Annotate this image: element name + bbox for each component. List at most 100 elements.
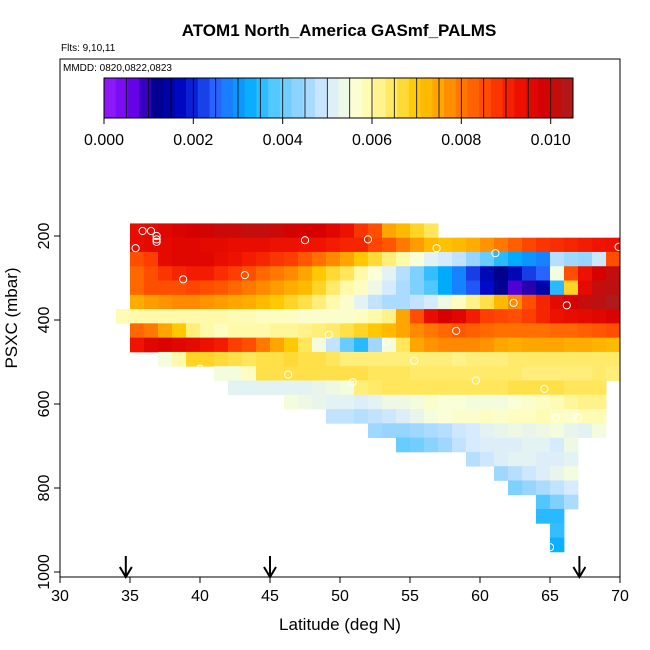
heatmap-cell — [256, 294, 271, 310]
heatmap-cell — [214, 323, 229, 339]
sample-points — [131, 226, 623, 552]
heatmap-cell — [508, 309, 523, 324]
heatmap-cell — [326, 366, 341, 381]
x-tick-label: 50 — [331, 588, 349, 605]
heatmap-cell — [200, 251, 215, 267]
heatmap-cell — [130, 323, 145, 339]
sample-point — [300, 236, 310, 245]
heatmap-cell — [298, 323, 313, 339]
heatmap-cell — [452, 337, 467, 353]
heatmap-cell — [578, 280, 593, 296]
heatmap-cell — [284, 351, 299, 367]
heatmap-cell — [410, 380, 425, 396]
heatmap-cell — [592, 366, 607, 381]
colorbar-segment — [162, 78, 175, 118]
heatmap-cell — [396, 223, 411, 239]
heatmap-cell — [550, 251, 565, 267]
heatmap-cell — [424, 351, 439, 367]
colorbar-segment — [561, 78, 574, 118]
heatmap-cells — [116, 223, 621, 553]
heatmap-cell — [522, 409, 537, 424]
heatmap-cell — [242, 337, 257, 353]
heatmap-cell — [256, 223, 271, 239]
heatmap-cell — [508, 366, 523, 381]
heatmap-cell — [494, 309, 509, 324]
heatmap-cell — [326, 280, 341, 296]
heatmap-cell — [480, 437, 495, 453]
sample-point — [509, 298, 518, 307]
heatmap-cell — [578, 337, 593, 353]
heatmap-cell — [438, 280, 453, 296]
heatmap-cell — [606, 237, 621, 253]
colorbar-tick-label: 0.002 — [173, 132, 213, 149]
colorbar-segment — [303, 78, 316, 118]
flight-markers — [118, 556, 587, 579]
heatmap-cell — [256, 280, 271, 296]
heatmap-cell — [326, 223, 341, 239]
heatmap-cell — [536, 294, 551, 310]
heatmap-cell — [410, 251, 425, 267]
heatmap-cell — [564, 437, 579, 453]
sample-point — [562, 301, 571, 310]
sample-point — [540, 384, 549, 393]
colorbar-segment — [150, 78, 164, 118]
heatmap-cell — [228, 380, 243, 396]
heatmap-cell — [410, 337, 425, 353]
heatmap-cell — [606, 337, 621, 353]
heatmap-cell — [438, 423, 453, 438]
colorbar-tick-label: 0.004 — [263, 132, 303, 149]
heatmap-cell — [438, 337, 453, 353]
heatmap-cell — [200, 223, 215, 239]
heatmap-cell — [508, 409, 523, 424]
heatmap-cell — [508, 280, 523, 296]
heatmap-cell — [354, 323, 369, 339]
heatmap-cell — [480, 423, 495, 438]
heatmap-cell — [368, 309, 383, 324]
heatmap-cell — [312, 294, 327, 310]
heatmap-cell — [368, 223, 383, 239]
heatmap-cell — [214, 351, 229, 367]
heatmap-cell — [354, 294, 369, 310]
heatmap-cell — [172, 280, 187, 296]
heatmap-cell — [578, 323, 593, 339]
colorbar-segment — [350, 78, 363, 118]
heatmap-cell — [354, 223, 369, 239]
heatmap-cell — [424, 280, 439, 296]
x-axis-label: Latitude (deg N) — [279, 615, 401, 634]
sample-point — [152, 231, 161, 241]
heatmap-cell — [284, 323, 299, 339]
colorbar-segment — [186, 78, 199, 118]
heatmap-cell — [494, 337, 509, 353]
heatmap-cell — [340, 309, 355, 324]
heatmap-cell — [494, 366, 509, 381]
heatmap-cell — [438, 323, 453, 339]
heatmap-cell — [158, 223, 173, 239]
heatmap-cell — [284, 223, 299, 239]
heatmap-cell — [256, 323, 271, 339]
heatmap-cell — [438, 409, 453, 424]
heatmap-cell — [284, 380, 299, 396]
colorbar-segment — [279, 78, 293, 118]
heatmap-cell — [368, 409, 383, 424]
heatmap-cell — [424, 237, 439, 253]
heatmap-cell — [550, 366, 565, 381]
heatmap-cell — [536, 323, 551, 339]
heatmap-cell — [284, 251, 299, 267]
heatmap-cell — [424, 366, 439, 381]
heatmap-cell — [354, 280, 369, 296]
heatmap-cell — [396, 266, 411, 281]
heatmap-cell — [130, 294, 145, 310]
heatmap-cell — [354, 237, 369, 253]
heatmap-cell — [424, 423, 439, 438]
heatmap-cell — [158, 251, 173, 267]
heatmap-cell — [214, 266, 229, 281]
heatmap-cell — [508, 466, 523, 481]
heatmap-cell — [396, 351, 411, 367]
heatmap-cell — [312, 351, 327, 367]
heatmap-cell — [550, 409, 565, 424]
heatmap-cell — [480, 294, 495, 310]
colorbar-segment — [361, 78, 375, 118]
heatmap-cell — [550, 437, 565, 453]
heatmap-cell — [270, 337, 285, 353]
sample-point — [146, 226, 156, 236]
